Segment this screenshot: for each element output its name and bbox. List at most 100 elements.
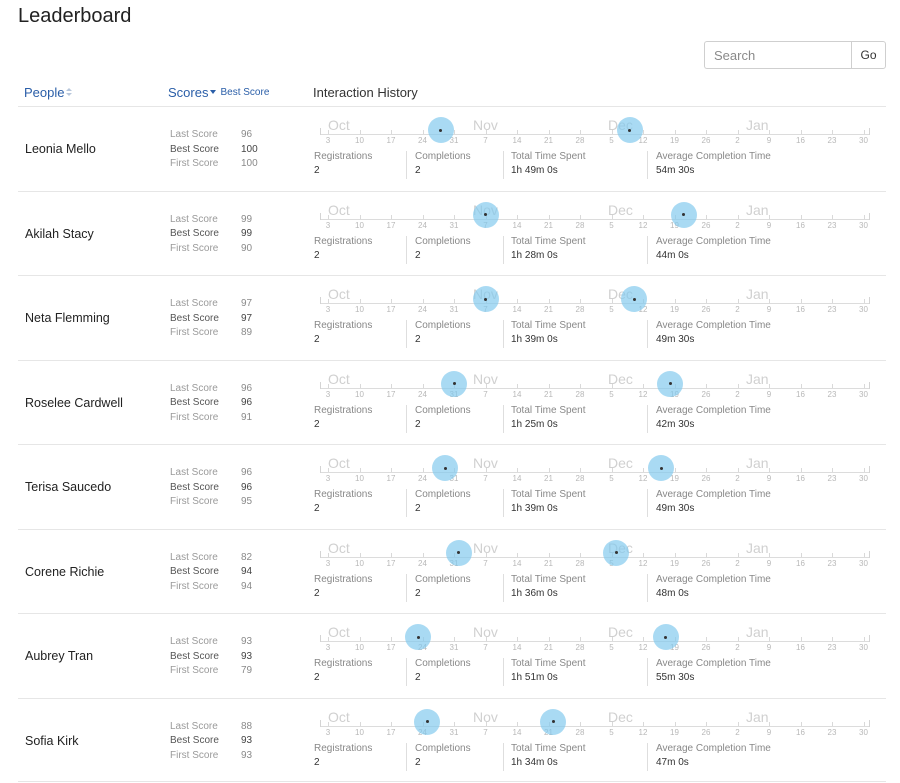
person-name[interactable]: Aubrey Tran <box>25 649 94 663</box>
timeline-day-label: 23 <box>827 220 837 230</box>
person-name[interactable]: Neta Flemming <box>25 311 110 325</box>
timeline-tick <box>832 721 833 726</box>
total-time-label: Total Time Spent <box>511 235 586 247</box>
person-name[interactable]: Sofia Kirk <box>25 733 79 748</box>
column-header-people[interactable]: People <box>24 84 73 100</box>
first-score-line: First Score 90 <box>170 242 252 257</box>
interaction-marker[interactable] <box>603 539 629 566</box>
timeline-day-label: 30 <box>859 643 868 652</box>
completions-value: 2 <box>415 334 421 345</box>
interaction-marker[interactable] <box>441 370 467 397</box>
timeline-tick <box>328 637 329 641</box>
interaction-marker[interactable] <box>540 708 566 735</box>
timeline-day-label: 7 <box>483 558 488 568</box>
completions-label: Completions <box>415 742 471 754</box>
timeline-start-cap <box>320 719 321 727</box>
total-time-value: 1h 36m 0s <box>511 587 558 599</box>
interaction-marker[interactable] <box>670 201 697 228</box>
timeline-month-label: Nov <box>473 624 498 640</box>
interaction-marker[interactable] <box>405 624 431 650</box>
completions-value: 2 <box>415 672 421 683</box>
total-time-stat: Total Time Spent 1h 51m 0s <box>511 658 585 686</box>
interaction-stats: Registrations 2 Completions 2 Total Time Spe… <box>314 658 874 690</box>
best-score-line: Best Score 99 <box>170 227 252 242</box>
interaction-marker[interactable] <box>472 201 499 228</box>
completions-value: 2 <box>415 756 421 768</box>
timeline-tick <box>706 214 707 219</box>
person-name[interactable]: Leonia Mello <box>25 142 96 156</box>
timeline-day-label: 3 <box>325 727 331 737</box>
timeline-tick <box>769 721 770 726</box>
timeline-tick <box>328 299 329 303</box>
timeline-day-label: 21 <box>544 558 553 568</box>
sort-field-link[interactable]: Best Score <box>220 86 270 98</box>
timeline-tick <box>863 214 865 219</box>
last-score-label: Last Score <box>170 551 218 563</box>
timeline-tick <box>706 383 707 388</box>
timeline-month-label: Oct <box>328 455 350 471</box>
timeline-tick <box>359 214 361 219</box>
interaction-marker[interactable] <box>472 286 499 312</box>
timeline-end-cap <box>869 212 870 220</box>
timeline-tick <box>328 721 329 726</box>
timeline-tick <box>580 637 581 641</box>
timeline-month-label: Nov <box>473 370 498 387</box>
interaction-stats: Registrations 2 Completions 2 Total Time Spe… <box>314 235 874 268</box>
interaction-marker[interactable] <box>652 624 679 650</box>
timeline-day-label: 10 <box>355 389 364 399</box>
search-input[interactable] <box>704 41 851 69</box>
timeline-start-cap <box>320 635 321 642</box>
stat-divider <box>406 573 407 602</box>
last-score-line: Last Score 82 <box>170 551 252 566</box>
leaderboard-row: Sofia Kirk Last Score 88 Best Score 93 First … <box>18 697 886 782</box>
person-name[interactable]: Akilah Stacy <box>25 226 94 241</box>
timeline-start-cap <box>320 297 321 304</box>
interaction-marker[interactable] <box>616 117 643 143</box>
timeline-tick <box>359 721 361 726</box>
interaction-marker[interactable] <box>657 370 683 397</box>
timeline-tick <box>454 214 455 219</box>
avg-time-label: Average Completion Time <box>656 573 771 585</box>
interaction-marker[interactable] <box>445 539 472 566</box>
timeline-tick <box>800 130 802 134</box>
leaderboard-row: Corene Richie Last Score 82 Best Score 94 Fir… <box>18 528 886 614</box>
timeline-day-label: 31 <box>449 220 459 230</box>
first-score-value: 90 <box>241 242 253 254</box>
timeline-axis <box>320 725 869 727</box>
timeline-tick <box>359 637 361 641</box>
timeline-day-label: 3 <box>325 305 331 314</box>
timeline-tick <box>832 468 833 472</box>
timeline-tick <box>328 468 329 472</box>
interaction-marker[interactable] <box>648 455 674 481</box>
timeline-day-label: 21 <box>544 136 553 145</box>
timeline-tick <box>328 383 329 388</box>
total-time-value: 1h 39m 0s <box>511 334 558 345</box>
avg-time-value: 44m 0s <box>656 249 689 261</box>
timeline-tick <box>548 299 550 303</box>
best-score-value: 99 <box>241 228 253 239</box>
total-time-value: 1h 49m 0s <box>511 165 558 176</box>
timeline-tick <box>580 552 581 557</box>
person-name[interactable]: Corene Richie <box>25 564 105 579</box>
interaction-marker[interactable] <box>427 117 454 143</box>
column-header-scores[interactable]: Scores Best Score <box>168 84 269 100</box>
go-button[interactable]: Go <box>851 41 886 69</box>
avg-time-value: 49m 30s <box>656 334 695 345</box>
timeline-tick <box>769 552 770 557</box>
completions-stat: Completions 2 <box>415 489 471 517</box>
timeline-month-label: Oct <box>328 370 350 387</box>
interaction-marker[interactable] <box>432 455 458 481</box>
person-name[interactable]: Roselee Cardwell <box>25 395 123 410</box>
registrations-stat: Registrations 2 <box>314 236 372 264</box>
avg-time-value: 42m 30s <box>656 418 695 430</box>
timeline-tick <box>863 130 865 134</box>
person-name[interactable]: Terisa Saucedo <box>25 480 112 494</box>
timeline-day-label: 10 <box>355 220 364 230</box>
timeline-day-label: 10 <box>355 305 364 314</box>
best-score-label: Best Score <box>170 566 219 577</box>
interaction-marker[interactable] <box>414 708 440 735</box>
interaction-marker[interactable] <box>621 286 647 312</box>
completions-value: 2 <box>415 503 421 514</box>
sort-both-icon <box>66 87 73 97</box>
first-score-value: 93 <box>241 749 253 761</box>
